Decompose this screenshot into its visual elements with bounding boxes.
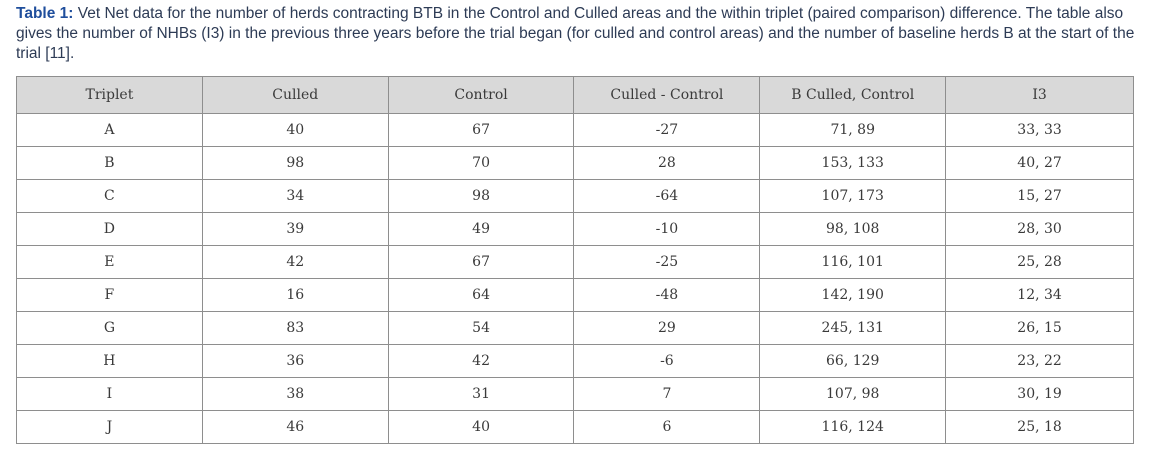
cell-control: 54 xyxy=(387,311,575,345)
cell-i3: 25, 18 xyxy=(945,410,1134,444)
cell-i3: 23, 22 xyxy=(945,344,1134,378)
cell-baseline: 71, 89 xyxy=(759,113,947,147)
cell-culled: 34 xyxy=(201,179,389,213)
cell-triplet: E xyxy=(16,245,203,279)
cell-difference: 29 xyxy=(573,311,761,345)
cell-baseline: 116, 124 xyxy=(759,410,947,444)
cell-triplet: H xyxy=(16,344,203,378)
cell-baseline: 116, 101 xyxy=(759,245,947,279)
table-row: H 36 42 -6 66, 129 23, 22 xyxy=(16,344,1134,378)
cell-culled: 38 xyxy=(201,377,389,411)
header-baseline: B Culled, Control xyxy=(759,76,947,114)
table-row: A 40 67 -27 71, 89 33, 33 xyxy=(16,113,1134,147)
cell-difference: 6 xyxy=(573,410,761,444)
cell-triplet: J xyxy=(16,410,203,444)
table-row: D 39 49 -10 98, 108 28, 30 xyxy=(16,212,1134,246)
cell-culled: 42 xyxy=(201,245,389,279)
cell-baseline: 107, 98 xyxy=(759,377,947,411)
cell-culled: 40 xyxy=(201,113,389,147)
cell-triplet: F xyxy=(16,278,203,312)
cell-i3: 15, 27 xyxy=(945,179,1134,213)
table-caption: Table 1: Vet Net data for the number of … xyxy=(16,4,1141,64)
cell-difference: 28 xyxy=(573,146,761,180)
cell-triplet: C xyxy=(16,179,203,213)
cell-triplet: D xyxy=(16,212,203,246)
table-row: E 42 67 -25 116, 101 25, 28 xyxy=(16,245,1134,279)
data-table: Triplet Culled Control Culled - Control … xyxy=(16,76,1134,444)
cell-i3: 26, 15 xyxy=(945,311,1134,345)
cell-control: 98 xyxy=(387,179,575,213)
cell-i3: 25, 28 xyxy=(945,245,1134,279)
cell-triplet: A xyxy=(16,113,203,147)
cell-control: 67 xyxy=(387,245,575,279)
cell-control: 40 xyxy=(387,410,575,444)
cell-culled: 98 xyxy=(201,146,389,180)
cell-culled: 16 xyxy=(201,278,389,312)
cell-baseline: 66, 129 xyxy=(759,344,947,378)
cell-i3: 30, 19 xyxy=(945,377,1134,411)
table-row: I 38 31 7 107, 98 30, 19 xyxy=(16,377,1134,411)
caption-text: Vet Net data for the number of herds con… xyxy=(16,5,1135,62)
table-row: J 46 40 6 116, 124 25, 18 xyxy=(16,410,1134,444)
cell-baseline: 142, 190 xyxy=(759,278,947,312)
cell-culled: 36 xyxy=(201,344,389,378)
cell-culled: 83 xyxy=(201,311,389,345)
cell-i3: 33, 33 xyxy=(945,113,1134,147)
cell-difference: -27 xyxy=(573,113,761,147)
cell-baseline: 245, 131 xyxy=(759,311,947,345)
cell-culled: 39 xyxy=(201,212,389,246)
cell-i3: 28, 30 xyxy=(945,212,1134,246)
header-row: Triplet Culled Control Culled - Control … xyxy=(16,76,1134,114)
cell-triplet: I xyxy=(16,377,203,411)
cell-difference: -64 xyxy=(573,179,761,213)
cell-i3: 40, 27 xyxy=(945,146,1134,180)
header-culled: Culled xyxy=(201,76,389,114)
cell-difference: -6 xyxy=(573,344,761,378)
cell-control: 70 xyxy=(387,146,575,180)
header-triplet: Triplet xyxy=(16,76,203,114)
table-row: G 83 54 29 245, 131 26, 15 xyxy=(16,311,1134,345)
cell-triplet: G xyxy=(16,311,203,345)
table-row: B 98 70 28 153, 133 40, 27 xyxy=(16,146,1134,180)
cell-difference: -10 xyxy=(573,212,761,246)
cell-baseline: 107, 173 xyxy=(759,179,947,213)
cell-i3: 12, 34 xyxy=(945,278,1134,312)
cell-baseline: 98, 108 xyxy=(759,212,947,246)
table-row: F 16 64 -48 142, 190 12, 34 xyxy=(16,278,1134,312)
cell-triplet: B xyxy=(16,146,203,180)
cell-control: 49 xyxy=(387,212,575,246)
cell-culled: 46 xyxy=(201,410,389,444)
header-difference: Culled - Control xyxy=(573,76,761,114)
header-control: Control xyxy=(387,76,575,114)
table-row: C 34 98 -64 107, 173 15, 27 xyxy=(16,179,1134,213)
cell-baseline: 153, 133 xyxy=(759,146,947,180)
cell-difference: -25 xyxy=(573,245,761,279)
cell-control: 31 xyxy=(387,377,575,411)
cell-difference: 7 xyxy=(573,377,761,411)
cell-difference: -48 xyxy=(573,278,761,312)
cell-control: 64 xyxy=(387,278,575,312)
caption-label: Table 1: xyxy=(16,5,74,22)
cell-control: 67 xyxy=(387,113,575,147)
header-i3: I3 xyxy=(945,76,1134,114)
cell-control: 42 xyxy=(387,344,575,378)
